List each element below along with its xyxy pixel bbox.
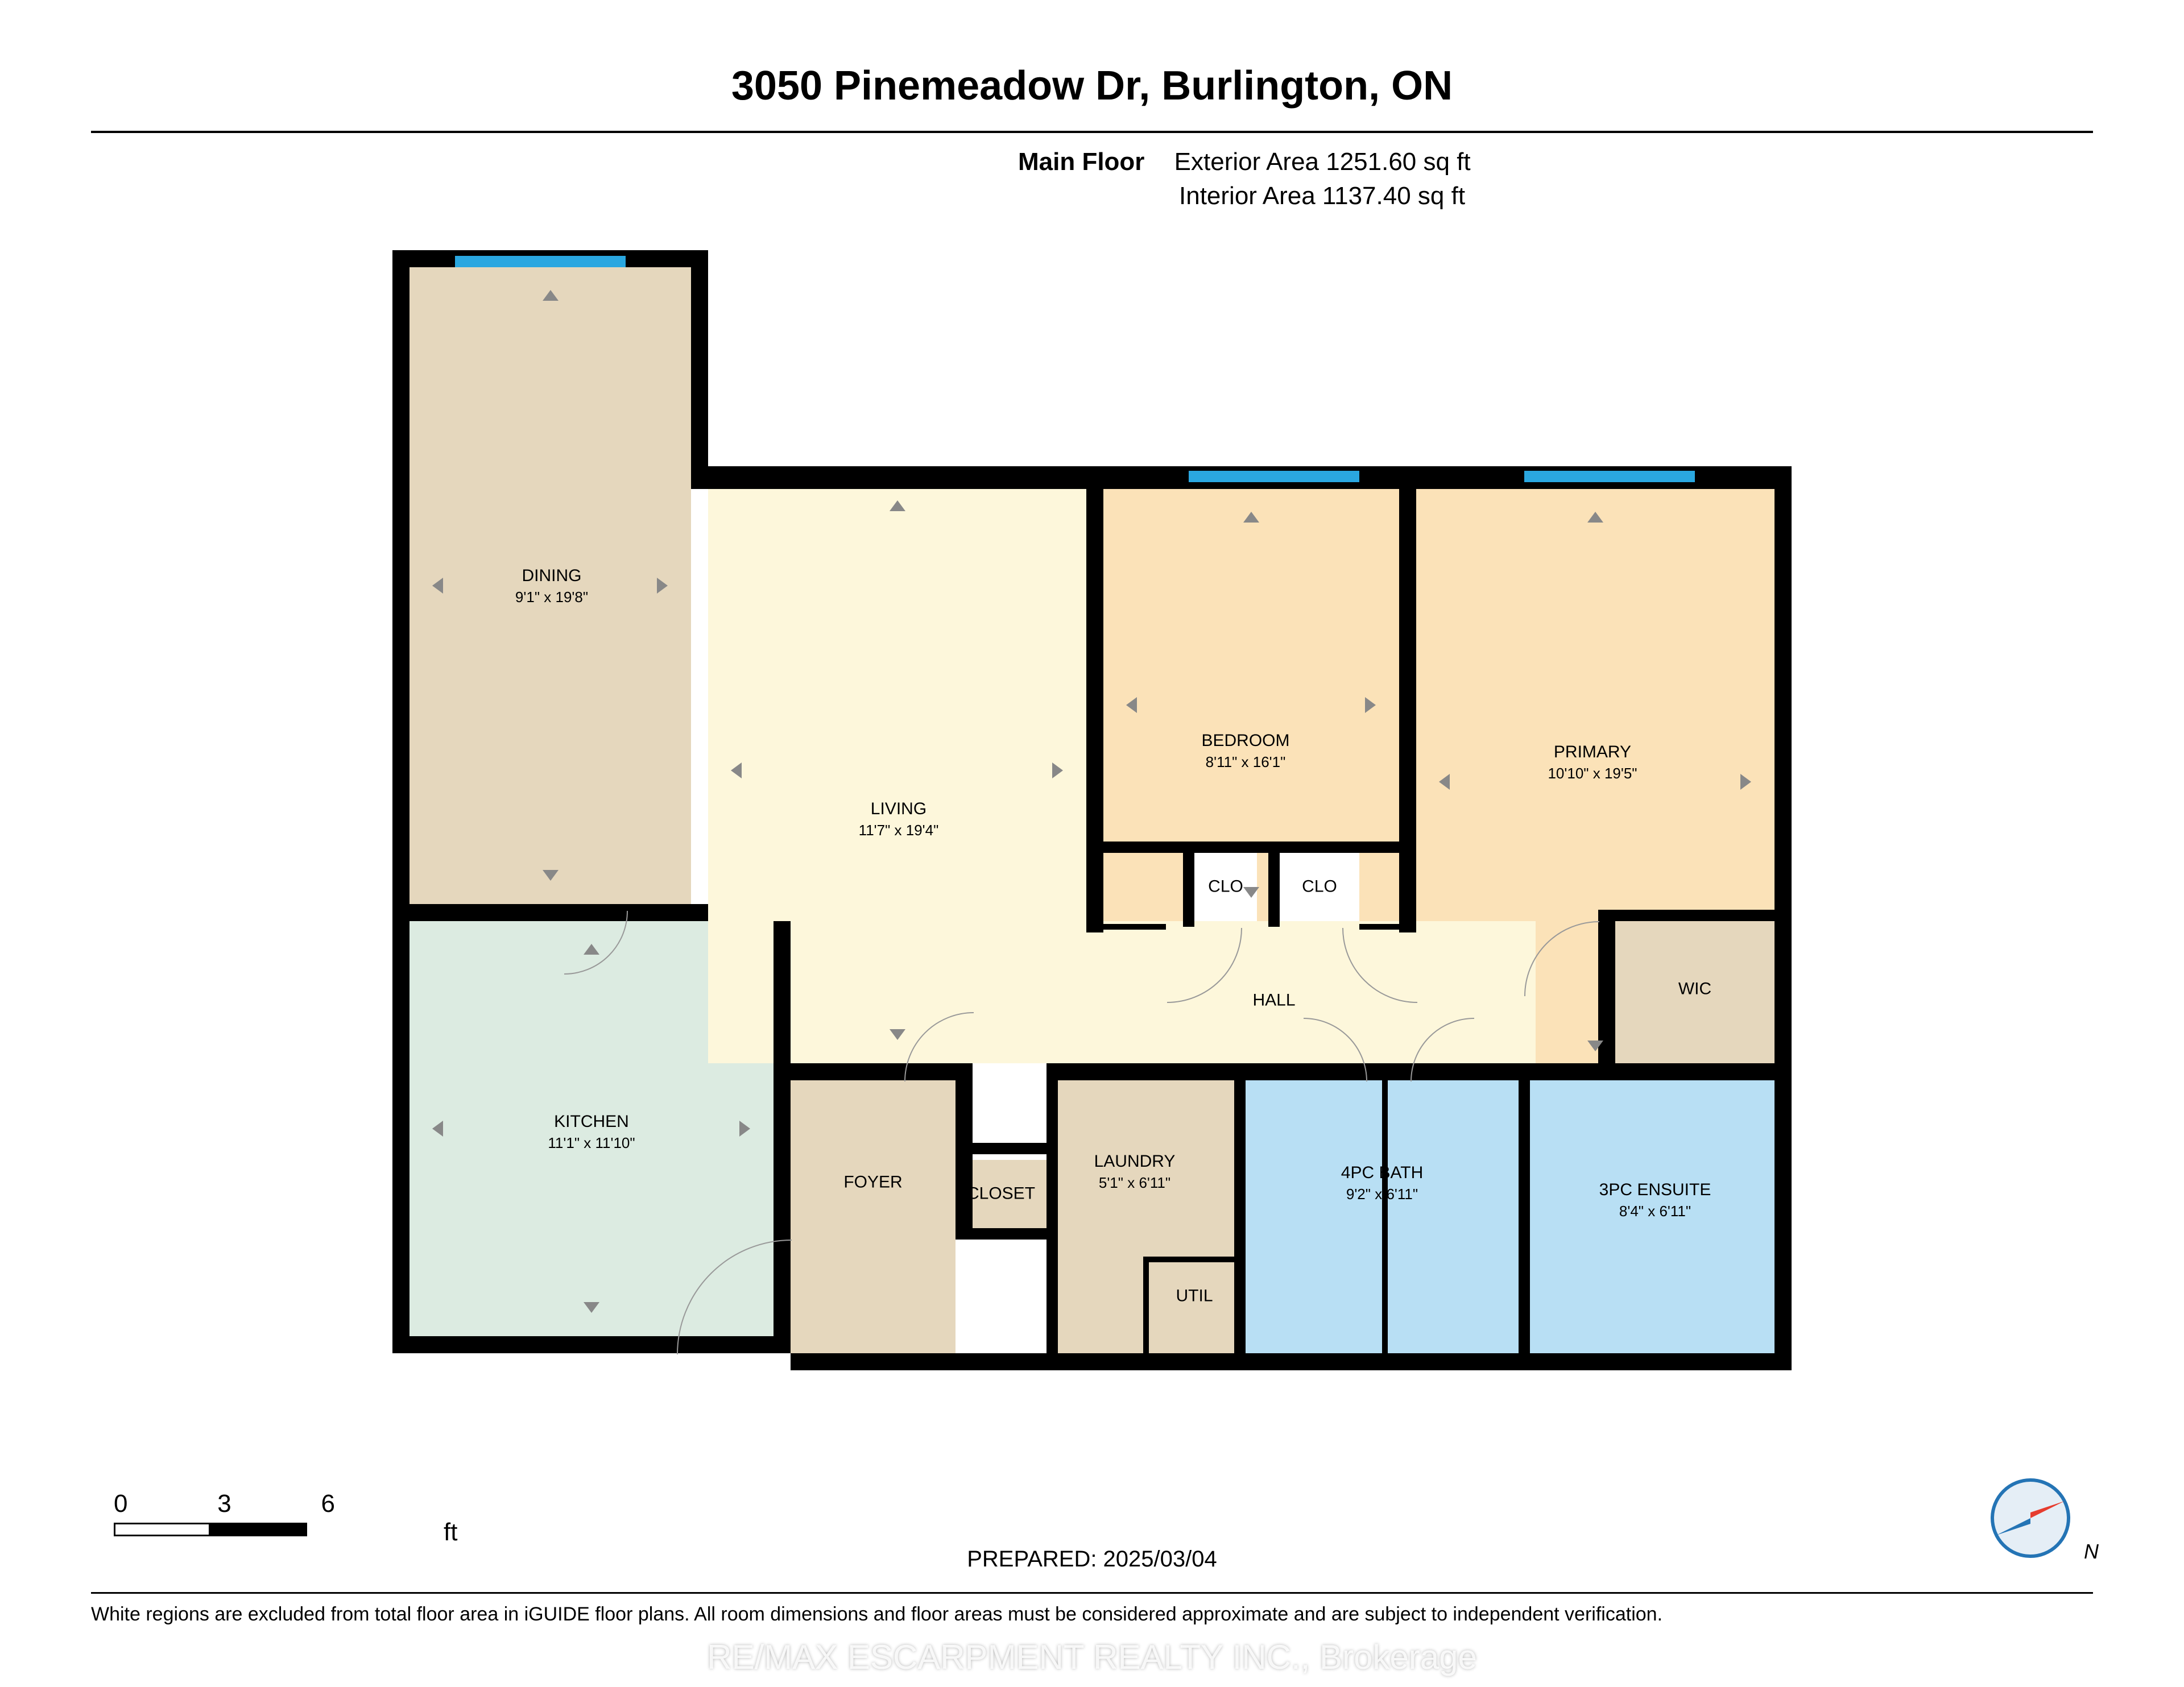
arrow-down <box>1587 1041 1603 1051</box>
label-bedroom: BEDROOM8'11" x 16'1" <box>1201 730 1289 771</box>
arrow-left <box>1126 697 1137 713</box>
label-util: UTIL <box>1176 1285 1213 1308</box>
interior-area: Interior Area 1137.40 sq ft <box>1179 182 1465 210</box>
page-title: 3050 Pinemeadow Dr, Burlington, ON <box>0 63 2184 109</box>
label-hall: HALL <box>1252 989 1295 1012</box>
arrow-right <box>1740 774 1751 790</box>
inner-wall-13 <box>1143 1257 1149 1353</box>
label-wic: WIC <box>1678 978 1711 1001</box>
scale-bar: 0 3 6 ft <box>114 1490 417 1536</box>
room-util <box>1155 1262 1234 1353</box>
inner-wall-18 <box>1268 853 1280 927</box>
arrow-left <box>1439 774 1450 790</box>
disclaimer-text: White regions are excluded from total fl… <box>91 1603 2093 1626</box>
arrow-right <box>1052 762 1063 778</box>
inner-wall-5 <box>956 1228 1046 1240</box>
exterior-area: Exterior Area 1251.60 sq ft <box>1174 148 1471 176</box>
arrow-right <box>739 1121 750 1137</box>
inner-wall-9 <box>1519 1063 1792 1080</box>
inner-wall-15 <box>1399 478 1416 932</box>
inner-wall-7 <box>1234 1063 1246 1353</box>
inner-wall-22 <box>1598 910 1792 921</box>
inner-wall-11 <box>1382 1063 1388 1353</box>
window-2 <box>1524 471 1695 482</box>
label-dining: DINING9'1" x 19'8" <box>515 565 588 606</box>
arrow-down <box>543 870 559 881</box>
scale-1: 3 <box>217 1490 314 1518</box>
window-1 <box>1189 471 1359 482</box>
arrow-up <box>1587 512 1603 523</box>
arrow-right <box>1365 697 1376 713</box>
room-foyer <box>791 1063 956 1353</box>
inner-wall-4 <box>956 1143 1046 1154</box>
arrow-left <box>731 762 742 778</box>
scale-0: 0 <box>114 1490 210 1518</box>
label-ensuite: 3PC ENSUITE8'4" x 6'11" <box>1599 1179 1711 1220</box>
prepared-date: PREPARED: 2025/03/04 <box>0 1547 2184 1572</box>
arrow-down <box>1243 887 1259 898</box>
scale-2: 6 <box>321 1490 417 1518</box>
brokerage-watermark: RE/MAX ESCARPMENT REALTY INC., Brokerage <box>0 1638 2184 1677</box>
inner-wall-12 <box>1143 1257 1234 1262</box>
inner-wall-6 <box>1046 1063 1058 1353</box>
floor-plan: DINING9'1" x 19'8" KITCHEN11'1" x 11'10" L… <box>392 250 1792 1387</box>
scale-unit: ft <box>444 1518 457 1547</box>
arrow-up <box>1243 512 1259 523</box>
label-bath: 4PC BATH9'2" x 6'11" <box>1341 1162 1423 1203</box>
inner-wall-19 <box>1103 924 1166 930</box>
outer-wall-1 <box>392 250 410 1353</box>
arrow-up <box>890 500 905 511</box>
bottom-rule <box>91 1592 2093 1594</box>
inner-wall-17 <box>1183 853 1194 927</box>
label-foyer: FOYER <box>843 1171 902 1194</box>
arrow-left <box>432 1121 443 1137</box>
inner-wall-21 <box>1598 910 1615 1080</box>
label-primary: PRIMARY10'10" x 19'5" <box>1548 741 1637 782</box>
room-bath <box>1246 1080 1530 1353</box>
label-clo1: CLO <box>1208 876 1243 898</box>
label-kitchen: KITCHEN11'1" x 11'10" <box>548 1111 635 1152</box>
floor-label: Main Floor <box>1018 148 1144 176</box>
label-closet: CLOSET <box>967 1183 1035 1205</box>
label-clo2: CLO <box>1302 876 1337 898</box>
floor-meta: Main Floor Exterior Area 1251.60 sq ft I… <box>1018 148 1471 216</box>
room-living <box>708 478 1086 1063</box>
outer-wall-6 <box>791 1353 1792 1370</box>
inner-wall-0 <box>392 904 708 921</box>
arrow-left <box>432 578 443 594</box>
title-rule <box>91 131 2093 133</box>
arrow-up <box>543 290 559 301</box>
compass-icon: N <box>1991 1478 2070 1558</box>
inner-wall-14 <box>1086 478 1103 932</box>
window-0 <box>455 256 626 267</box>
inner-wall-16 <box>1103 842 1405 853</box>
arrow-down <box>584 1302 599 1313</box>
arrow-down <box>890 1029 905 1040</box>
inner-wall-1 <box>774 921 791 1063</box>
label-living: LIVING11'7" x 19'4" <box>859 798 939 839</box>
inner-wall-10 <box>1519 1063 1530 1353</box>
arrow-right <box>657 578 668 594</box>
compass-n-label: N <box>2084 1540 2099 1564</box>
outer-wall-2 <box>691 250 708 478</box>
label-laundry: LAUNDRY5'1" x 6'11" <box>1094 1151 1176 1192</box>
